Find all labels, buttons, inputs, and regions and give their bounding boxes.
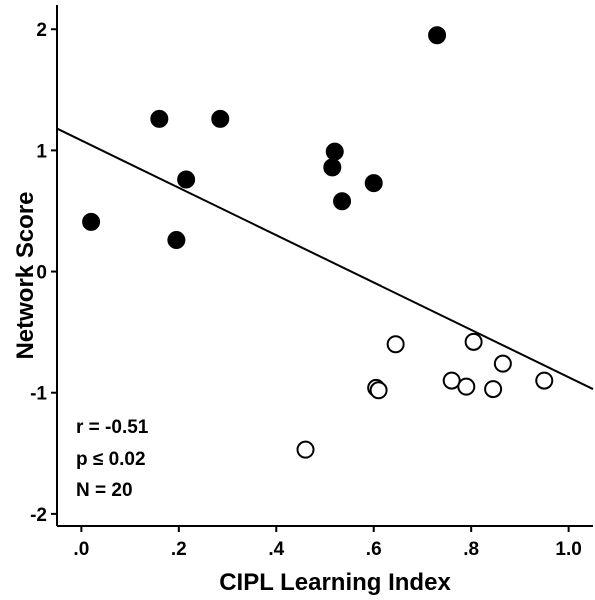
- y-axis-title: Network Score: [12, 191, 39, 359]
- x-tick-label: .6: [366, 539, 382, 560]
- data-points: [82, 26, 554, 459]
- stat-r: r = -0.51: [76, 417, 149, 438]
- stat-p: p ≤ 0.02: [76, 449, 146, 470]
- x-tick-label: .0: [73, 539, 89, 560]
- x-tick-label: .8: [463, 539, 479, 560]
- x-tick-label: 1.0: [555, 539, 581, 560]
- y-tick-label: -1: [30, 384, 47, 405]
- filled-data-point: [82, 212, 101, 231]
- y-tick-label: 2: [36, 20, 47, 41]
- filled-data-point: [150, 109, 169, 128]
- axis-ticks: .0 .2 .4 .6 .8 1.0 2 1 0 -1 -2: [30, 20, 582, 560]
- x-tick-label: .4: [268, 539, 284, 560]
- filled-data-point: [333, 192, 352, 211]
- open-data-point: [296, 440, 315, 459]
- open-data-point: [457, 377, 476, 396]
- x-tick-label: .2: [171, 539, 187, 560]
- open-data-point: [386, 335, 405, 354]
- filled-data-point: [323, 158, 342, 177]
- filled-data-point: [428, 26, 447, 45]
- y-tick-label: -2: [30, 505, 47, 526]
- regression-line: [56, 127, 594, 390]
- filled-data-point: [167, 231, 186, 250]
- open-data-point: [464, 332, 483, 351]
- open-data-point: [484, 380, 503, 399]
- x-axis-title: CIPL Learning Index: [219, 569, 451, 596]
- y-tick-label: 1: [36, 141, 47, 162]
- filled-data-point: [211, 109, 230, 128]
- stat-n: N = 20: [76, 480, 133, 501]
- open-data-point: [442, 371, 461, 390]
- filled-data-point: [364, 174, 383, 193]
- stats-annotation: r = -0.51 p ≤ 0.02 N = 20: [76, 417, 149, 501]
- open-data-point: [493, 354, 512, 373]
- open-data-point: [369, 381, 388, 400]
- filled-data-point: [325, 142, 344, 161]
- open-data-point: [535, 371, 554, 390]
- plot-area: .0 .2 .4 .6 .8 1.0 2 1 0 -1 -2: [30, 5, 594, 560]
- y-tick-label: 0: [36, 263, 47, 284]
- filled-data-point: [177, 170, 196, 189]
- regression-line-group: [56, 127, 594, 390]
